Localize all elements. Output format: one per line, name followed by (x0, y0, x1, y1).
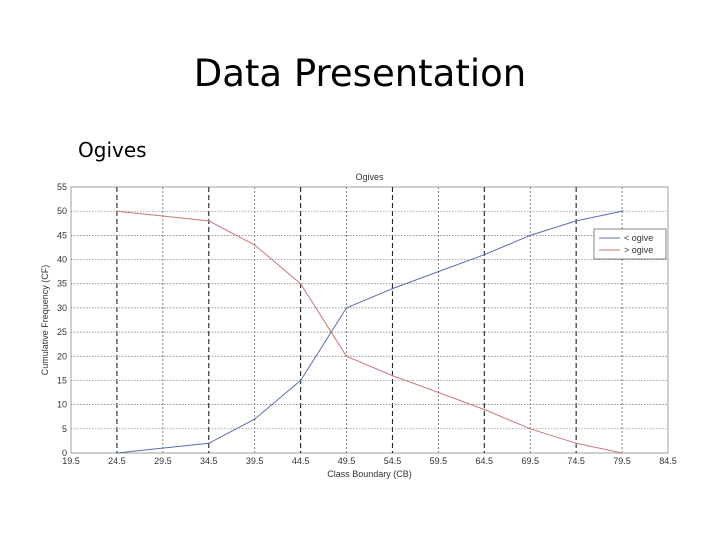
data-point (345, 307, 348, 309)
y-axis-label: Cumulative Frequency (CF) (40, 265, 50, 376)
tick-labels: 19.5 24.5 29.5 34.5 39.5 44.5 49.5 54.5 59.5 64.5… (57, 182, 677, 466)
legend-entry: > ogive (624, 245, 653, 255)
data-point (391, 287, 394, 290)
plot-frame (70, 186, 669, 454)
data-point (391, 374, 394, 377)
x-tick-label: 19.5 (62, 456, 80, 466)
legend-box (593, 228, 667, 260)
data-point (529, 234, 532, 237)
y-tick-label: 30 (57, 303, 67, 313)
x-tick-label: 84.5 (659, 456, 677, 466)
data-point (437, 391, 440, 394)
x-tick-label: 24.5 (108, 456, 126, 466)
data-point (116, 452, 118, 454)
data-point (299, 282, 302, 285)
x-axis-label: Class Boundary (CB) (327, 469, 412, 479)
x-tick-label: 39.5 (246, 456, 264, 466)
y-tick-label: 55 (57, 182, 67, 192)
data-point (253, 418, 256, 421)
y-tick-label: 0 (62, 448, 67, 458)
data-point (253, 244, 256, 246)
data-point (621, 210, 623, 213)
plot-border (70, 186, 669, 454)
data-point (483, 253, 486, 256)
data-point (621, 452, 623, 454)
grid-lines (71, 187, 668, 453)
x-tick-label: 29.5 (154, 456, 172, 466)
y-tick-label: 5 (62, 424, 67, 434)
slide-title: Data Presentation (193, 52, 527, 95)
y-tick-label: 20 (57, 351, 67, 361)
data-point (207, 442, 210, 445)
chart-title: Ogives (355, 172, 384, 182)
data-point (299, 379, 302, 382)
data-point (207, 219, 210, 222)
y-tick-label: 40 (57, 255, 67, 265)
data-point (483, 408, 486, 411)
x-tick-label: 79.5 (613, 456, 631, 466)
x-tick-label: 74.5 (567, 456, 585, 466)
data-point (437, 270, 440, 273)
data-point (529, 427, 532, 430)
x-tick-label: 59.5 (430, 456, 448, 466)
y-tick-label: 50 (57, 206, 67, 216)
x-tick-label: 34.5 (200, 456, 218, 466)
data-point (345, 355, 348, 358)
y-tick-label: 25 (57, 327, 67, 337)
data-point (116, 210, 118, 213)
data-point (575, 442, 578, 445)
y-tick-label: 45 (57, 230, 67, 240)
x-tick-label: 69.5 (521, 456, 539, 466)
x-tick-label: 49.5 (338, 456, 356, 466)
y-tick-label: 35 (57, 279, 67, 289)
x-tick-label: 44.5 (292, 456, 310, 466)
data-point (575, 219, 578, 222)
legend-entry: < ogive (624, 233, 653, 243)
series-layer (116, 210, 623, 454)
x-tick-label: 54.5 (384, 456, 402, 466)
y-tick-label: 10 (57, 400, 67, 410)
x-tick-label: 64.5 (476, 456, 494, 466)
legend: < ogive > ogive (593, 228, 667, 260)
y-tick-label: 15 (57, 375, 67, 385)
slide-subtitle: Ogives (78, 138, 147, 162)
